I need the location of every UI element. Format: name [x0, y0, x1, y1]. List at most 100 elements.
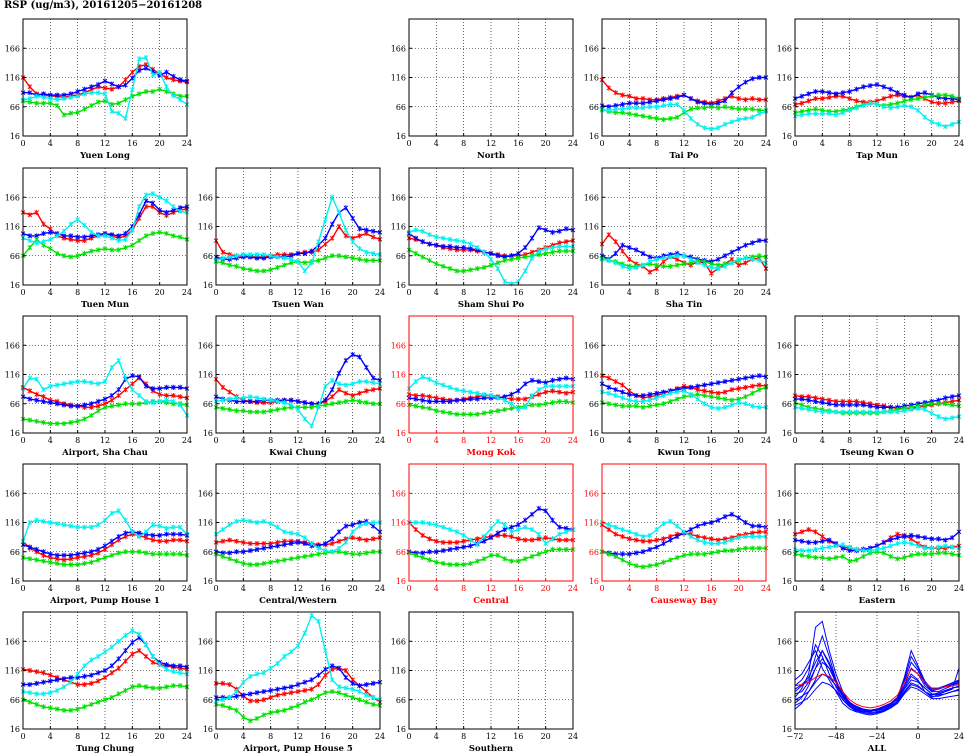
data-point-green [136, 237, 142, 244]
data-point-green [116, 402, 121, 408]
data-point-cyan [34, 93, 39, 99]
data-point-cyan [813, 111, 818, 117]
data-point-blue [743, 375, 748, 381]
data-point-cyan [68, 380, 74, 386]
data-point-blue [116, 533, 121, 540]
data-point-cyan [302, 630, 308, 636]
x-tick-label: 12 [486, 436, 496, 445]
data-point-cyan [709, 540, 714, 547]
data-point-green [150, 551, 156, 557]
data-point-cyan [674, 389, 680, 395]
data-point-green [177, 683, 183, 689]
data-point-cyan [434, 234, 439, 240]
data-point-blue [820, 538, 825, 544]
data-point-green [902, 98, 907, 104]
y-tick-label: 116 [198, 371, 213, 380]
data-point-cyan [34, 376, 39, 382]
x-tick-label: 20 [348, 732, 358, 741]
data-point-blue [688, 526, 694, 533]
x-tick-label: 20 [734, 139, 744, 148]
data-point-blue [323, 540, 328, 547]
series-line-red [794, 668, 960, 709]
data-point-red [606, 232, 612, 238]
x-tick-label: 16 [706, 436, 716, 445]
y-tick-label: 166 [777, 637, 792, 646]
data-point-cyan [123, 517, 128, 523]
data-point-green [427, 557, 432, 563]
data-point-green [143, 233, 149, 239]
data-point-green [729, 105, 735, 111]
data-point-cyan [502, 397, 507, 403]
y-tick-label: 16 [203, 577, 213, 586]
data-point-blue [440, 243, 446, 249]
data-point-green [268, 710, 273, 716]
data-point-cyan [475, 244, 480, 251]
data-point-blue [282, 685, 287, 691]
data-point-blue [302, 399, 308, 406]
data-point-blue [468, 543, 473, 549]
data-point-green [309, 697, 314, 703]
data-point-blue [336, 529, 342, 535]
data-point-blue [440, 547, 446, 554]
data-point-blue [68, 552, 74, 558]
data-point-green [329, 401, 335, 407]
data-point-cyan [370, 250, 376, 257]
data-point-blue [323, 235, 328, 241]
data-point-cyan [143, 642, 149, 648]
data-point-green [654, 562, 659, 568]
data-point-red [736, 385, 741, 392]
data-point-green [27, 417, 33, 423]
data-point-blue [282, 542, 287, 548]
data-point-green [640, 404, 646, 410]
data-point-blue [647, 546, 653, 553]
data-point-blue [715, 100, 721, 106]
data-point-blue [709, 519, 714, 526]
data-point-cyan [302, 416, 308, 422]
data-point-red [177, 394, 183, 400]
y-tick-label: 166 [584, 193, 599, 202]
data-point-blue [806, 397, 811, 403]
data-point-green [130, 242, 135, 248]
data-point-blue [743, 79, 748, 85]
data-point-red [309, 686, 314, 692]
x-tick-label: 8 [654, 436, 659, 445]
data-point-blue [495, 530, 501, 536]
data-point-green [674, 555, 680, 561]
data-point-blue [826, 401, 832, 407]
x-tick-label: 4 [434, 584, 439, 593]
data-point-green [268, 408, 273, 414]
data-point-green [48, 559, 53, 565]
data-point-blue [647, 254, 653, 260]
data-point-green [606, 551, 612, 557]
x-tick-label: 12 [872, 139, 882, 148]
data-point-cyan [668, 518, 673, 524]
data-point-green [247, 267, 253, 273]
data-point-red [627, 93, 632, 99]
data-point-green [227, 705, 232, 711]
data-point-cyan [164, 666, 169, 672]
data-point-cyan [329, 194, 335, 200]
data-point-red [329, 235, 335, 241]
data-point-green [336, 253, 342, 259]
data-point-red [254, 540, 260, 547]
data-point-blue [627, 391, 632, 397]
data-point-cyan [722, 539, 728, 545]
data-point-cyan [915, 405, 921, 412]
data-point-cyan [908, 407, 914, 413]
data-point-green [750, 390, 755, 396]
data-point-green [550, 546, 555, 553]
data-point-cyan [82, 378, 87, 385]
data-point-blue [150, 200, 156, 206]
data-point-green [95, 247, 101, 253]
y-tick-label: 16 [10, 429, 20, 438]
panel-title: Sham Shui Po [458, 300, 525, 310]
data-point-green [495, 260, 501, 266]
data-point-blue [536, 505, 542, 512]
data-point-blue [254, 546, 260, 553]
data-point-cyan [750, 256, 755, 262]
data-point-cyan [261, 670, 267, 676]
x-tick-label: 24 [761, 436, 771, 445]
data-point-cyan [420, 374, 425, 380]
data-point-blue [715, 517, 721, 523]
